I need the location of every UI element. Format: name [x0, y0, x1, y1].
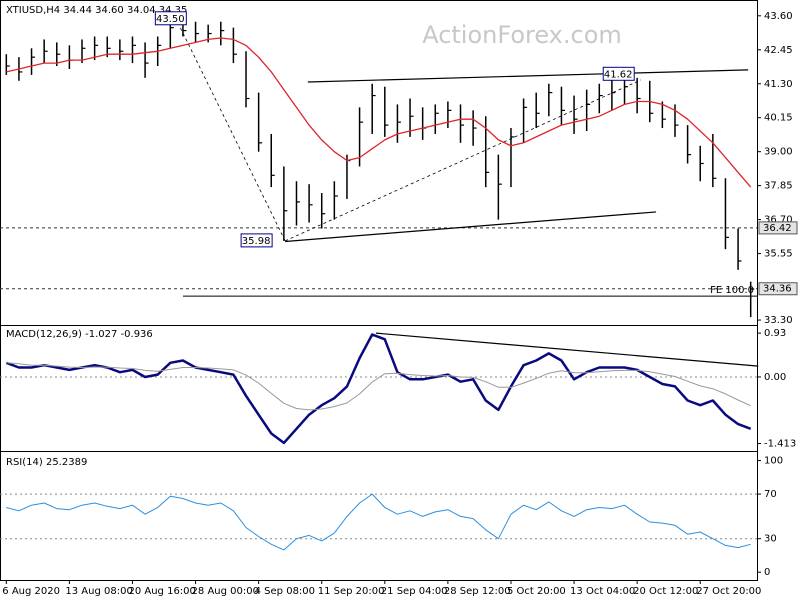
x-tick-label: 5 Oct 20:00	[507, 586, 566, 597]
y-tick-label: 0	[764, 567, 770, 578]
y-tick-label: 33.30	[764, 315, 793, 326]
annotation: 43.50	[156, 14, 185, 25]
y-tick-label: 39.00	[764, 147, 793, 158]
y-tick-label: -1.413	[764, 439, 796, 450]
price-label: 36.42	[763, 223, 792, 234]
y-tick-label: 100	[764, 456, 783, 467]
y-tick-label: 42.45	[764, 45, 793, 56]
panel-title: MACD(12,26,9) -1.027 -0.936	[6, 329, 153, 340]
series-line	[5, 333, 752, 445]
y-tick-label: 70	[764, 489, 777, 500]
y-tick-label: 40.15	[764, 113, 793, 124]
y-tick-label: 41.30	[764, 79, 793, 90]
x-tick-label: 11 Sep 20:00	[318, 586, 385, 597]
annotation: 35.98	[242, 236, 271, 247]
x-tick-label: 6 Aug 2020	[2, 586, 60, 597]
price-label: 34.36	[763, 284, 792, 295]
price-label-box	[758, 221, 798, 235]
level-label: FE 100.0	[710, 285, 754, 296]
y-tick-label: 0.93	[764, 328, 786, 339]
x-tick-label: 13 Aug 08:00	[65, 586, 132, 597]
x-tick-label: 27 Oct 20:00	[696, 586, 761, 597]
trendline	[285, 211, 657, 243]
series-line	[6, 37, 752, 188]
x-tick-label: 21 Sep 04:00	[381, 586, 448, 597]
watermark: ActionForex.com	[422, 21, 622, 49]
y-tick-label: 0.00	[764, 372, 786, 383]
price-label-box	[758, 282, 798, 296]
x-tick-label: 13 Oct 04:00	[570, 586, 635, 597]
y-tick-label: 35.55	[764, 249, 793, 260]
annotation-box	[240, 233, 273, 248]
series-line	[6, 493, 751, 551]
chart-title: XTIUSD,H4 34.44 34.60 34.04 34.35	[6, 5, 187, 16]
annotation: 41.62	[604, 69, 633, 80]
annotation-box	[602, 66, 635, 81]
y-tick-label: 43.60	[764, 11, 793, 22]
x-tick-label: 28 Aug 00:00	[192, 586, 259, 597]
panel-title: RSI(14) 25.2389	[6, 457, 87, 468]
x-tick-label: 28 Sep 12:00	[444, 586, 511, 597]
trendline	[307, 69, 749, 83]
x-tick-label: 20 Oct 12:00	[633, 586, 698, 597]
annotation-box	[154, 11, 187, 26]
y-tick-label: 30	[764, 534, 777, 545]
y-tick-label: 36.70	[764, 215, 793, 226]
trendline	[284, 79, 642, 242]
x-tick-label: 20 Aug 16:00	[128, 586, 195, 597]
panel-frame	[0, 451, 758, 581]
series-line	[6, 362, 751, 411]
y-tick-label: 37.85	[764, 181, 793, 192]
trendline	[375, 332, 759, 367]
x-tick-label: 4 Sep 08:00	[255, 586, 315, 597]
